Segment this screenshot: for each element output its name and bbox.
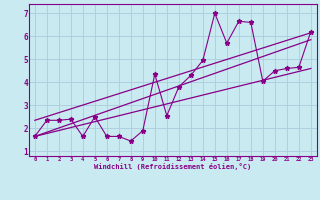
- X-axis label: Windchill (Refroidissement éolien,°C): Windchill (Refroidissement éolien,°C): [94, 163, 252, 170]
